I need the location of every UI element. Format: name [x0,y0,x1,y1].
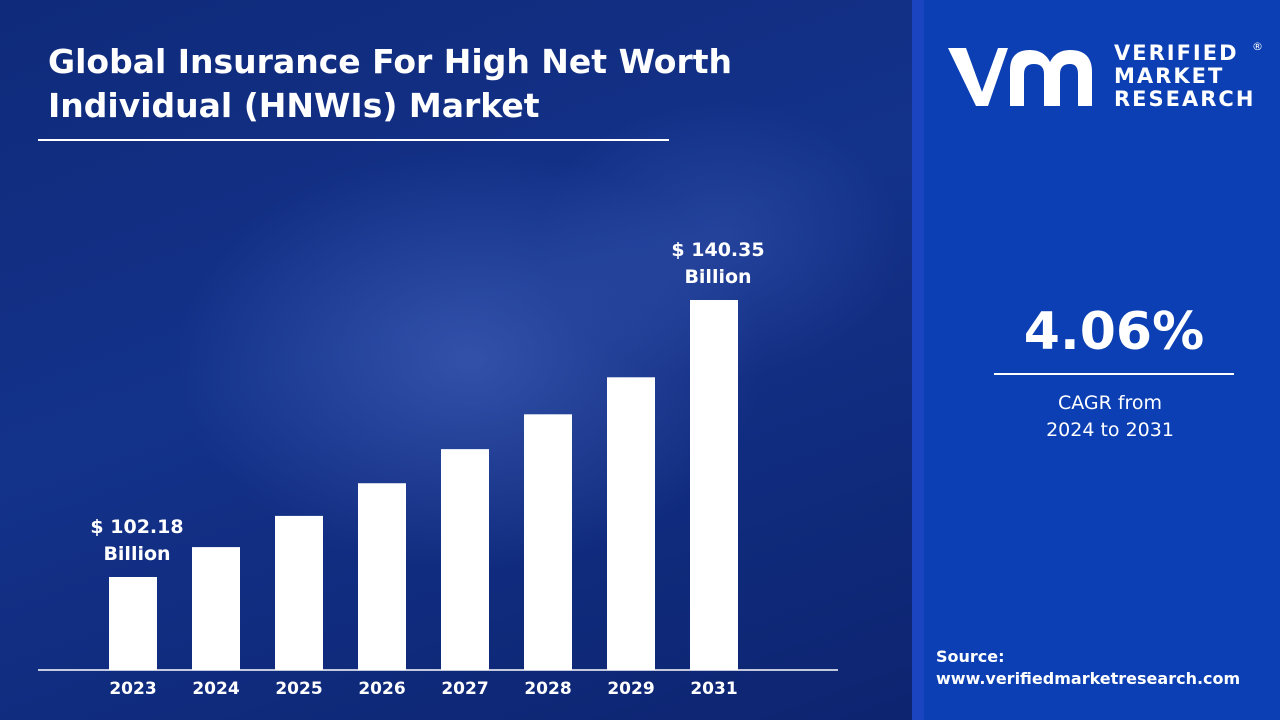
bar-2024 [192,547,240,670]
bar-2026 [358,483,406,670]
bar-2023 [109,577,157,670]
cagr-label-line2: 2024 to 2031 [1046,419,1174,441]
cagr-label: CAGR from 2024 to 2031 [994,390,1226,444]
cagr-label-line1: CAGR from [1057,392,1163,414]
x-tick-label-2026: 2026 [358,679,405,699]
vmr-logo-icon [948,48,1092,106]
logo-line-market: MARKET [1114,64,1225,88]
bar-chart: 2023 2024 2025 2026 2027 2028 2029 2031 $ 102.18… [38,239,838,699]
x-tick-label-2031: 2031 [690,679,737,699]
logo-line-verified: VERIFIED [1114,41,1239,65]
chart-title: Global Insurance For High Net Worth Indi… [48,42,733,125]
source-label: Source: [936,647,1005,666]
bar-2027 [441,449,489,670]
cagr-value: 4.06% [1023,302,1205,362]
data-label-2023-unit: Billion [103,543,170,565]
x-tick-label-2023: 2023 [109,679,156,699]
logo-wordmark: VERIFIED MARKET RESEARCH [1114,42,1255,111]
data-label-2031-value: $ 140.35 [671,239,764,261]
logo-line-research: RESEARCH [1114,87,1256,111]
data-label-2031-unit: Billion [684,266,751,288]
title-underline [38,139,669,141]
x-tick-label-2028: 2028 [524,679,571,699]
x-tick-label-2024: 2024 [192,679,239,699]
data-label-2023-value: $ 102.18 [90,516,183,538]
x-tick-label-2027: 2027 [441,679,488,699]
panel-divider [912,0,924,720]
verified-market-research-logo: VERIFIED MARKET RESEARCH ® [944,40,1264,116]
cagr-underline [994,373,1234,375]
bar-2031 [690,300,738,670]
bar-2029 [607,377,655,670]
source-note: Source: www.verifiedmarketresearch.com [936,646,1276,690]
bar-2028 [524,414,572,670]
x-tick-label-2025: 2025 [275,679,322,699]
bar-2025 [275,515,323,670]
source-url: www.verifiedmarketresearch.com [936,669,1241,688]
x-tick-label-2029: 2029 [607,679,654,699]
registered-mark: ® [1252,40,1263,53]
info-panel [924,0,1280,720]
